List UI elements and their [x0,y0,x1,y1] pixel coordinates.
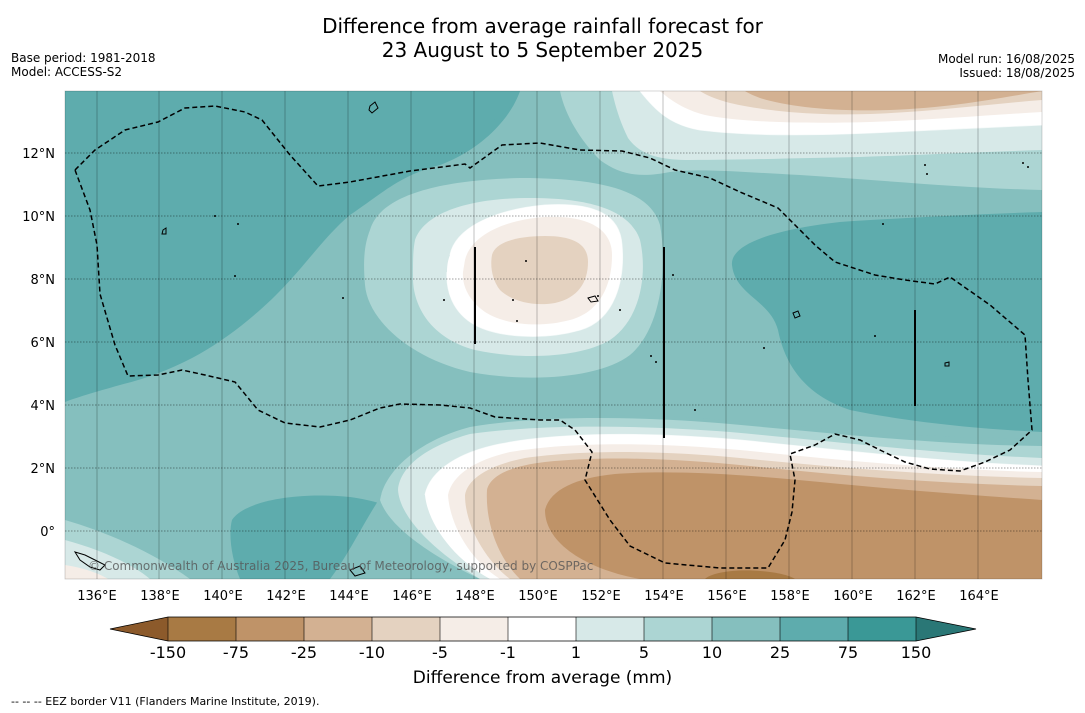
colorbar-bin-11 [848,617,916,641]
coastlines [73,101,950,577]
colorbar-dividers [167,617,917,641]
colorbar-bin-8 [644,617,712,641]
island-pohnpei [587,295,599,303]
colorbar-under-triangle [110,617,168,641]
colorbar-bin-2 [236,617,304,641]
colorbar-tick-neg150: -150 [149,643,187,662]
colorbar-tick-5: 5 [638,643,650,662]
lon-label-148e: 148°E [455,589,495,604]
base-period: Base period: 1981-2018 [11,51,156,65]
lon-label-152e: 152°E [581,589,621,604]
colorbar-bin-3 [304,617,372,641]
island-ebon [944,361,950,367]
eez-borders [74,105,1033,569]
lon-label-158e: 158°E [770,589,810,604]
colorbar [109,616,977,642]
graticule [65,91,1042,579]
lon-label-142e: 142°E [266,589,306,604]
eez-border-palau-fsm [74,105,1033,569]
lat-label-2n: 2°N [31,462,56,477]
model-name: Model: ACCESS-S2 [11,65,123,79]
lon-label-162e: 162°E [896,589,936,604]
island-palau-group [161,227,167,235]
issued-date: Issued: 18/08/2025 [959,66,1075,80]
colorbar-tick-neg25: -25 [290,643,318,662]
title-line-1: Difference from average rainfall forecas… [322,14,763,38]
rainfall-contours: © Commonwealth of Australia 2025, Bureau… [65,91,1042,579]
colorbar-tick-150: 150 [900,643,932,662]
map-title: Difference from average rainfall forecas… [0,14,1085,62]
atoll-dots [214,162,1029,411]
coast-islands-south [349,565,366,577]
lon-labels: 136°E 138°E 140°E 142°E 144°E 146°E 148°… [77,589,999,604]
copyright-notice: © Commonwealth of Australia 2025, Bureau… [88,559,593,573]
lon-label-140e: 140°E [203,589,243,604]
contour-sw-neg1-1 [65,540,150,579]
colorbar-bin-7 [576,617,644,641]
colorbar-tick-1: 1 [570,643,582,662]
coast-new-guinea [73,551,106,571]
lon-label-136e: 136°E [77,589,117,604]
contour-south-neg75-neg25 [545,472,1042,579]
colorbar-tick-neg5: -5 [432,643,448,662]
island-marcus [368,101,379,114]
lat-label-4n: 4°N [31,399,56,414]
meta-right: Model run: 16/08/2025 Issued: 18/08/2025 [938,52,1075,80]
lon-label-156e: 156°E [707,589,747,604]
colorbar-tick-75: 75 [837,643,859,662]
contour-south-neg150-neg75 [705,570,795,579]
lat-label-12n: 12°N [22,147,55,162]
colorbar-bin-9 [712,617,780,641]
boundary-segments [474,247,916,438]
lon-label-146e: 146°E [392,589,432,604]
parallels [65,152,1042,532]
lon-label-164e: 164°E [959,589,999,604]
meta-left: Base period: 1981-2018 Model: ACCESS-S2 [11,51,156,79]
lon-label-160e: 160°E [833,589,873,604]
lon-label-154e: 154°E [644,589,684,604]
lat-label-8n: 8°N [31,273,56,288]
lat-label-10n: 10°N [22,210,55,225]
colorbar-bin-5 [440,617,508,641]
colorbar-over-triangle [916,617,976,641]
eez-footnote: -- -- -- EEZ border V11 (Flanders Marine… [11,695,320,708]
contour-north-neg25-neg10 [745,91,1042,111]
contour-wet-north-blob [65,91,520,160]
colorbar-tick-10: 10 [701,643,723,662]
colorbar-bin-1 [168,617,236,641]
lon-label-144e: 144°E [329,589,369,604]
colorbar-tick-neg75: -75 [222,643,250,662]
lon-label-138e: 138°E [140,589,180,604]
lat-label-0: 0° [40,525,55,540]
lat-label-6n: 6°N [31,336,56,351]
contour-wet-west [65,91,520,402]
map-frame [64,90,1043,580]
colorbar-bin-4 [372,617,440,641]
contour-central-neg10-neg5 [491,236,588,305]
title-line-2: 23 August to 5 September 2025 [381,38,704,62]
colorbar-tick-25: 25 [769,643,791,662]
colorbar-tick-neg1: -1 [500,643,516,662]
contour-wet-east [731,212,1042,432]
model-run: Model run: 16/08/2025 [937,52,1075,66]
colorbar-tick-neg10: -10 [358,643,386,662]
colorbar-bin-6 [508,617,576,641]
colorbar-bin-10 [780,617,848,641]
colorbar-label: Difference from average (mm) [412,668,673,688]
lon-label-150e: 150°E [518,589,558,604]
contour-sw-neg5-neg1 [65,565,108,579]
island-kosrae [792,310,801,319]
lat-labels: 12°N 10°N 8°N 6°N 4°N 2°N 0° [22,147,55,540]
meridians [96,91,979,579]
